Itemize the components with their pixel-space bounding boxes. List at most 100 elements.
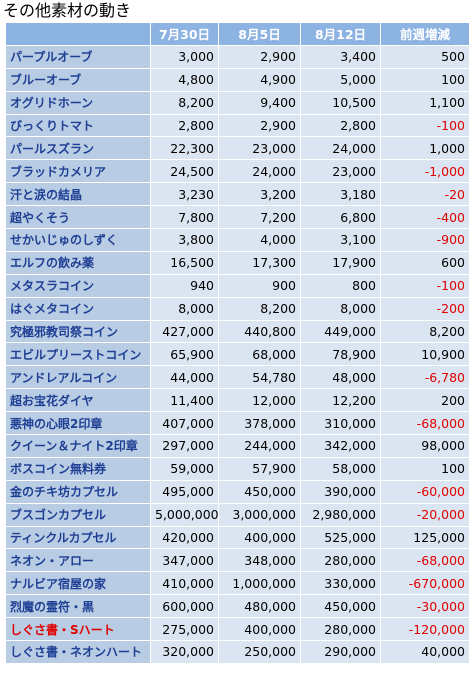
table-row: ブスゴンカプセル 5,000,000 3,000,000 2,980,000 -20,0… — [5, 502, 470, 527]
price-cell: 125,000 — [380, 525, 470, 550]
price-cell: -68,000 — [380, 411, 470, 436]
price-cell: 16,500 — [150, 250, 219, 275]
item-name: ネオン・アロー — [5, 548, 151, 573]
price-cell: 525,000 — [300, 525, 381, 550]
price-cell: -200 — [380, 296, 470, 321]
price-cell: -20,000 — [380, 502, 470, 527]
price-cell: 3,230 — [150, 182, 219, 207]
price-cell: 23,000 — [218, 136, 301, 161]
item-name: びっくりトマト — [5, 113, 151, 138]
table-row: せかいじゅのしずく 3,800 4,000 3,100 -900 — [5, 228, 470, 252]
table-row: ナルビア宿屋の家 410,000 1,000,000 330,000 -670,000 — [5, 571, 470, 596]
column-header: 7月30日 — [150, 22, 219, 46]
price-cell: 800 — [300, 273, 381, 298]
price-cell: 427,000 — [150, 319, 219, 344]
title: その他素材の動き — [3, 1, 132, 20]
table-row: クイーン＆ナイト2印章 297,000 244,000 342,000 98,000 — [5, 434, 470, 458]
price-cell: 2,800 — [150, 113, 219, 138]
price-cell: 4,800 — [150, 67, 219, 92]
column-header: 8月5日 — [218, 22, 301, 46]
price-cell: 5,000 — [300, 67, 381, 92]
price-cell: 23,000 — [300, 159, 381, 184]
table-row: びっくりトマト 2,800 2,900 2,800 -100 — [5, 113, 470, 138]
price-cell: 342,000 — [300, 434, 381, 458]
price-cell: 40,000 — [380, 640, 470, 664]
price-cell: 320,000 — [150, 640, 219, 664]
price-cell: 3,000 — [150, 44, 219, 69]
price-cell: 275,000 — [150, 617, 219, 642]
item-name: パールスズラン — [5, 136, 151, 161]
price-cell: 378,000 — [218, 411, 301, 436]
table-row: エルフの飲み薬 16,500 17,300 17,900 600 — [5, 250, 470, 275]
price-cell: -100 — [380, 113, 470, 138]
price-cell: 7,800 — [150, 205, 219, 230]
table-row: オグリドホーン 8,200 9,400 10,500 1,100 — [5, 90, 470, 115]
price-cell: 940 — [150, 273, 219, 298]
price-cell: 407,000 — [150, 411, 219, 436]
price-cell: -60,000 — [380, 479, 470, 504]
table-row: ボスコイン無料券 59,000 57,900 58,000 100 — [5, 456, 470, 481]
price-cell: 440,800 — [218, 319, 301, 344]
price-cell: 22,300 — [150, 136, 219, 161]
price-cell: 8,000 — [300, 296, 381, 321]
price-cell: 8,000 — [150, 296, 219, 321]
price-table: 7月30日 8月5日 8月12日 前週増減 パープルオーブ 3,000 2,900 3,40… — [5, 22, 470, 664]
price-cell: 390,000 — [300, 479, 381, 504]
item-name: エルフの飲み薬 — [5, 250, 151, 275]
price-cell: 280,000 — [300, 548, 381, 573]
price-cell: 48,000 — [300, 365, 381, 390]
price-cell: -400 — [380, 205, 470, 230]
table-row: エビルプリーストコイン 65,900 68,000 78,900 10,900 — [5, 342, 470, 367]
table-row: しぐさ書・Sハート 275,000 400,000 280,000 -120,000 — [5, 617, 470, 642]
price-cell: 24,000 — [300, 136, 381, 161]
price-cell: 100 — [380, 456, 470, 481]
table-row: 金のチキ坊カプセル 495,000 450,000 390,000 -60,000 — [5, 479, 470, 504]
price-cell: 600 — [380, 250, 470, 275]
table-row: ブラッドカメリア 24,500 24,000 23,000 -1,000 — [5, 159, 470, 184]
price-cell: 24,000 — [218, 159, 301, 184]
table-row: パープルオーブ 3,000 2,900 3,400 500 — [5, 44, 470, 69]
price-cell: 348,000 — [218, 548, 301, 573]
price-cell: 8,200 — [380, 319, 470, 344]
price-cell: 480,000 — [218, 594, 301, 619]
table-row: ネオン・アロー 347,000 348,000 280,000 -68,000 — [5, 548, 470, 573]
table-row: 超お宝花ダイヤ 11,400 12,000 12,200 200 — [5, 388, 470, 413]
price-cell: 410,000 — [150, 571, 219, 596]
price-cell: 495,000 — [150, 479, 219, 504]
price-cell: 2,900 — [218, 113, 301, 138]
price-cell: -100 — [380, 273, 470, 298]
price-cell: 3,800 — [150, 228, 219, 252]
price-cell: 100 — [380, 67, 470, 92]
price-cell: 3,200 — [218, 182, 301, 207]
item-name: ブラッドカメリア — [5, 159, 151, 184]
price-cell: 78,900 — [300, 342, 381, 367]
price-cell: 450,000 — [300, 594, 381, 619]
table-row: 汗と涙の結晶 3,230 3,200 3,180 -20 — [5, 182, 470, 207]
price-cell: 1,000 — [380, 136, 470, 161]
price-cell: 200 — [380, 388, 470, 413]
item-name: 悪神の心眼2印章 — [5, 411, 151, 436]
item-name: 超やくそう — [5, 205, 151, 230]
table-row: アンドレアルコイン 44,000 54,780 48,000 -6,780 — [5, 365, 470, 390]
price-cell: 347,000 — [150, 548, 219, 573]
price-cell: 6,800 — [300, 205, 381, 230]
item-name: エビルプリーストコイン — [5, 342, 151, 367]
price-cell: 250,000 — [218, 640, 301, 664]
item-name: 超お宝花ダイヤ — [5, 388, 151, 413]
price-cell: -900 — [380, 228, 470, 252]
price-cell: 10,900 — [380, 342, 470, 367]
price-cell: 600,000 — [150, 594, 219, 619]
corner-cell — [5, 22, 151, 46]
table-row: ティンクルカプセル 420,000 400,000 525,000 125,000 — [5, 525, 470, 550]
price-cell: 17,300 — [218, 250, 301, 275]
price-cell: 7,200 — [218, 205, 301, 230]
price-cell: 400,000 — [218, 617, 301, 642]
header-row: 7月30日 8月5日 8月12日 前週増減 — [5, 22, 470, 46]
price-cell: -1,000 — [380, 159, 470, 184]
item-name: せかいじゅのしずく — [5, 228, 151, 252]
price-cell: 3,400 — [300, 44, 381, 69]
price-cell: -20 — [380, 182, 470, 207]
item-name: 金のチキ坊カプセル — [5, 479, 151, 504]
price-cell: 400,000 — [218, 525, 301, 550]
